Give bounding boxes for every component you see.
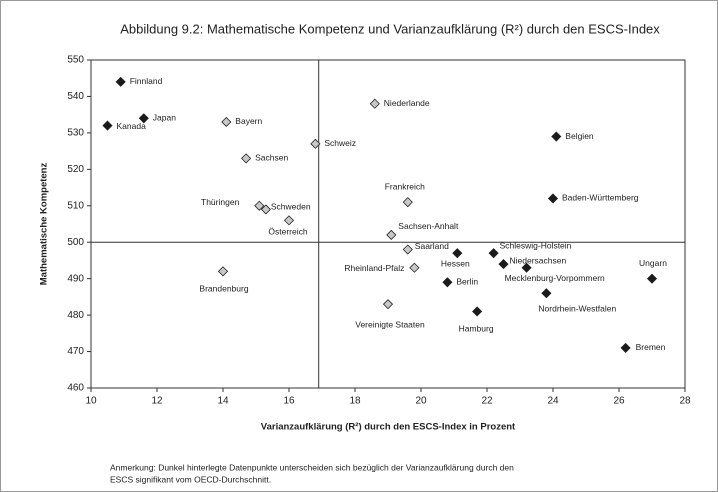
data-point bbox=[620, 342, 631, 353]
y-tick-label: 540 bbox=[67, 91, 84, 102]
data-point bbox=[488, 248, 499, 259]
data-point bbox=[521, 262, 532, 273]
x-tick-label: 20 bbox=[415, 396, 427, 407]
data-point bbox=[402, 197, 413, 208]
point-label: Niederlande bbox=[384, 98, 430, 108]
note-line: Anmerkung: Dunkel hinterlegte Datenpunkt… bbox=[110, 462, 514, 472]
point-label: Kanada bbox=[117, 121, 147, 131]
point-label: Thüringen bbox=[201, 197, 240, 207]
x-tick-label: 10 bbox=[85, 396, 97, 407]
y-tick-label: 500 bbox=[67, 237, 84, 248]
point-label: Österreich bbox=[268, 227, 307, 237]
y-tick-label: 530 bbox=[67, 128, 84, 139]
data-point bbox=[541, 288, 552, 299]
data-point bbox=[386, 229, 397, 240]
y-tick-label: 460 bbox=[67, 383, 84, 394]
data-point bbox=[221, 116, 232, 128]
point-label: Saarland bbox=[415, 241, 449, 251]
x-tick-label: 28 bbox=[679, 396, 691, 407]
x-tick-label: 16 bbox=[283, 396, 295, 407]
data-point bbox=[472, 306, 483, 317]
x-tick-label: 22 bbox=[481, 396, 493, 407]
y-tick-label: 490 bbox=[67, 273, 84, 284]
data-point bbox=[646, 273, 658, 284]
point-label: Bayern bbox=[235, 116, 262, 126]
data-point bbox=[547, 193, 559, 204]
data-point bbox=[452, 248, 463, 259]
data-point bbox=[402, 244, 413, 255]
point-label: Mecklenburg-Vorpommern bbox=[505, 273, 605, 283]
point-label: Vereinigte Staaten bbox=[355, 319, 425, 329]
data-point bbox=[409, 262, 420, 273]
y-tick-label: 520 bbox=[67, 164, 84, 175]
data-point bbox=[498, 259, 509, 270]
y-tick-label: 510 bbox=[67, 200, 84, 211]
data-point bbox=[442, 277, 453, 288]
data-point bbox=[551, 131, 562, 142]
x-tick-label: 26 bbox=[613, 396, 625, 407]
point-label: Finnland bbox=[130, 76, 163, 86]
y-tick-label: 470 bbox=[67, 346, 84, 357]
data-point bbox=[260, 204, 271, 215]
x-tick-label: 14 bbox=[217, 396, 229, 407]
data-point bbox=[369, 98, 380, 109]
data-point bbox=[217, 266, 229, 277]
point-label: Hamburg bbox=[459, 324, 494, 334]
x-axis-title: Varianzaufklärung (R²) durch den ESCS-In… bbox=[261, 422, 516, 433]
y-axis-title: Mathematische Kompetenz bbox=[39, 163, 50, 286]
data-point bbox=[382, 299, 394, 310]
data-point bbox=[102, 120, 113, 131]
point-label: Brandenburg bbox=[199, 284, 248, 294]
point-label: Schweden bbox=[271, 202, 311, 212]
y-tick-label: 480 bbox=[67, 310, 84, 321]
data-point bbox=[115, 76, 126, 87]
data-point bbox=[310, 138, 321, 149]
point-label: Bremen bbox=[636, 342, 666, 352]
point-label: Schleswig-Holstein bbox=[500, 240, 572, 250]
data-point bbox=[138, 113, 149, 124]
point-label: Ungarn bbox=[639, 258, 667, 268]
point-label: Niedersachsen bbox=[510, 255, 567, 265]
point-label: Sachsen-Anhalt bbox=[398, 221, 459, 231]
point-label: Hessen bbox=[441, 258, 470, 268]
point-label: Nordrhein-Westfalen bbox=[538, 303, 616, 313]
note-line: ESCS signifikant vom OECD-Durchschnitt. bbox=[110, 474, 271, 484]
point-label: Frankreich bbox=[385, 181, 425, 191]
chart-title: Abbildung 9.2: Mathematische Kompetenz u… bbox=[120, 21, 660, 36]
point-label: Belgien bbox=[565, 131, 594, 141]
x-tick-label: 24 bbox=[547, 396, 559, 407]
data-point bbox=[283, 215, 295, 226]
y-tick-label: 550 bbox=[67, 55, 84, 66]
point-label: Japan bbox=[153, 113, 176, 123]
point-label: Berlin bbox=[456, 277, 478, 287]
plot-frame bbox=[90, 59, 686, 389]
x-tick-label: 12 bbox=[151, 396, 163, 407]
point-label: Rheinland-Pfalz bbox=[344, 263, 404, 273]
data-point bbox=[241, 153, 252, 164]
point-label: Schweiz bbox=[324, 138, 356, 148]
data-point bbox=[254, 200, 265, 211]
point-label: Baden-Württemberg bbox=[562, 193, 639, 203]
x-tick-label: 18 bbox=[349, 396, 361, 407]
point-label: Sachsen bbox=[255, 153, 288, 163]
